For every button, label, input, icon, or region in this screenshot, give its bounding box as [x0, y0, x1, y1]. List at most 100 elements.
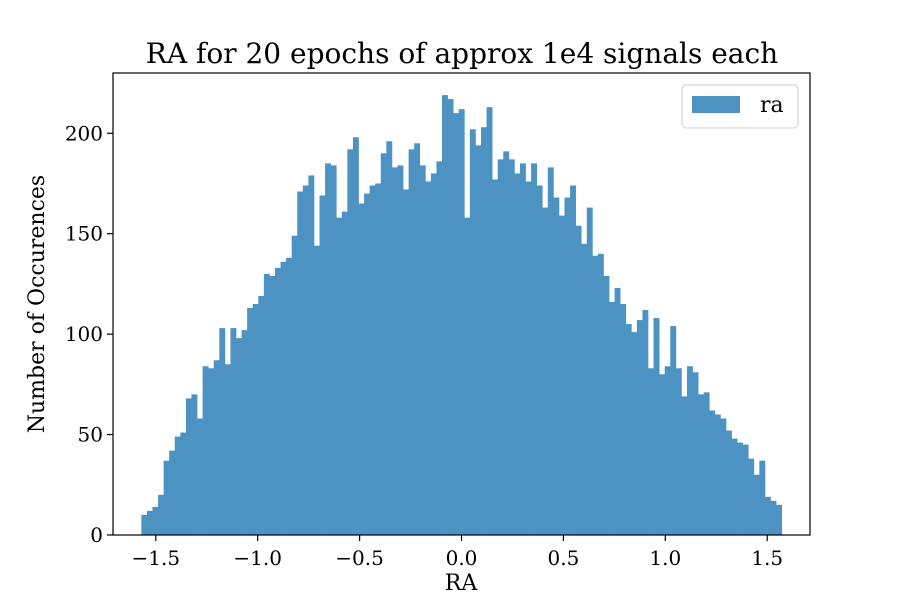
histogram-bar [464, 217, 471, 535]
histogram-bar [280, 261, 287, 535]
histogram-bar [681, 396, 688, 535]
histogram-bar [297, 191, 304, 535]
histogram-bar [302, 185, 309, 536]
histogram-bar [313, 245, 320, 535]
histogram-bar [436, 161, 443, 535]
histogram-bar [213, 360, 220, 535]
histogram-bar [442, 95, 448, 536]
histogram-bar [319, 195, 326, 535]
histogram-bar [597, 253, 604, 536]
histogram-bar [698, 394, 705, 535]
histogram-bar [247, 308, 254, 535]
histogram-bar [219, 328, 226, 535]
histogram-bar [274, 267, 281, 535]
histogram-bar [686, 366, 693, 535]
histogram-bar [397, 165, 404, 535]
histogram-bar [369, 185, 376, 536]
y-tick-label: 200 [65, 121, 103, 145]
histogram-bar [725, 430, 732, 535]
histogram-bar [558, 215, 565, 536]
histogram-bar [158, 494, 164, 535]
histogram-bar [692, 372, 699, 535]
histogram-bar [581, 243, 588, 535]
histogram-bar [659, 374, 666, 535]
histogram-bar [269, 275, 276, 535]
y-axis: 0 50 100 150 200 [65, 121, 113, 547]
histogram-bar [592, 255, 599, 535]
histogram-bar [364, 193, 370, 536]
histogram-bar [564, 197, 571, 535]
bars-group [141, 95, 782, 536]
y-axis-label: Number of Occurences [25, 175, 50, 433]
histogram-bar [575, 225, 582, 535]
histogram-bar [620, 304, 627, 535]
histogram-bar [492, 179, 499, 535]
histogram-bar [358, 203, 365, 535]
histogram-bar [414, 143, 421, 535]
x-axis: −1.5 −1.0 −0.5 0.0 0.5 1.0 1.5 [132, 535, 783, 570]
histogram-bar [670, 326, 677, 535]
histogram-bar [675, 368, 682, 535]
histogram-bar [263, 273, 270, 535]
histogram-bar [252, 304, 259, 535]
histogram-bar [525, 181, 532, 536]
histogram-bar [764, 496, 771, 535]
histogram-bar [742, 444, 749, 535]
y-tick-label: 150 [65, 222, 103, 246]
legend: ra [681, 84, 799, 129]
x-tick-label: −0.5 [335, 546, 384, 570]
histogram-bar [531, 163, 538, 536]
histogram-bar [197, 418, 203, 535]
histogram-bar [458, 109, 465, 535]
histogram-bar [202, 366, 209, 535]
histogram-bar [403, 189, 409, 536]
histogram-bar [770, 500, 777, 535]
histogram-bar [308, 175, 315, 535]
histogram-bar [664, 366, 671, 535]
x-axis-label: RA [445, 571, 479, 596]
histogram-bar [447, 99, 454, 536]
histogram-bar [185, 398, 192, 535]
y-tick-label: 0 [90, 523, 103, 547]
histogram-bar [380, 153, 387, 535]
histogram-bar [642, 310, 649, 535]
histogram-bar [503, 151, 510, 536]
histogram-bar [208, 368, 215, 535]
histogram-bar [475, 145, 482, 535]
histogram-bar [174, 436, 181, 535]
histogram-bar [336, 217, 343, 535]
histogram-bar [748, 458, 755, 535]
histogram-bar [586, 207, 593, 535]
x-tick-label: 0.0 [446, 546, 478, 570]
histogram-bar [603, 275, 610, 535]
histogram-bar [425, 181, 432, 536]
histogram-bar [609, 301, 615, 535]
histogram-bar [536, 185, 543, 536]
histogram-bar [325, 163, 332, 536]
histogram-bar [169, 450, 176, 535]
histogram-bar [614, 287, 621, 535]
histogram-bar [241, 330, 248, 535]
histogram-bar [286, 257, 293, 535]
histogram-bar [636, 320, 643, 535]
histogram-bar [731, 438, 738, 535]
histogram-bar [759, 460, 766, 535]
histogram-bar [486, 107, 493, 535]
histogram-bar [653, 318, 660, 535]
histogram-bar [519, 163, 526, 536]
histogram-bar [375, 183, 382, 535]
histogram-bar [419, 165, 426, 535]
histogram-bar [180, 432, 187, 535]
histogram-bar [291, 235, 298, 535]
histogram-bar [347, 149, 354, 535]
histogram-bar [547, 167, 554, 535]
histogram-bar [737, 442, 744, 535]
histogram-bar [514, 173, 521, 535]
chart-title: RA for 20 epochs of approx 1e4 signals e… [146, 37, 778, 70]
histogram-bar [141, 514, 148, 535]
histogram-bar [230, 328, 237, 535]
y-tick-label: 100 [65, 322, 103, 346]
histogram-bar [648, 368, 654, 535]
histogram-bar [430, 173, 437, 535]
